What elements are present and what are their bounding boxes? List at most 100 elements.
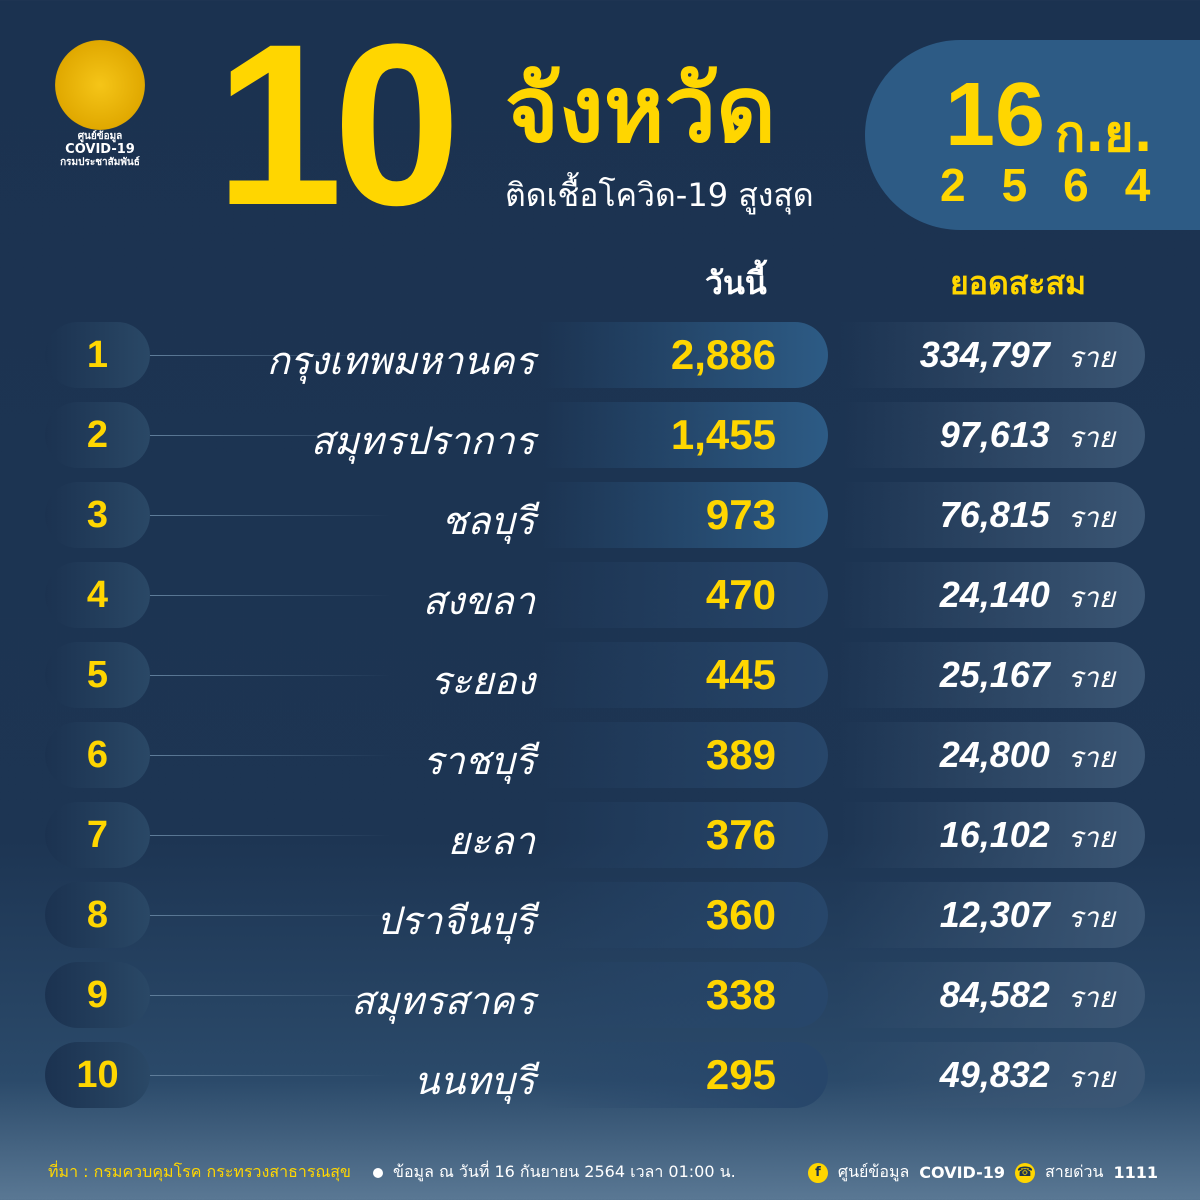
table-row: 2 สมุทรปราการ 1,455 97,613 ราย — [0, 402, 1200, 468]
headline-number: 10 — [215, 0, 461, 253]
today-cases: 389 — [540, 722, 828, 788]
date-year: 2564 — [940, 159, 1187, 211]
logo-line2: COVID-19 — [65, 142, 135, 157]
footer-hotline: 1111 — [1113, 1163, 1158, 1182]
unit-label: ราย — [1067, 981, 1115, 1014]
headline-title: จังหวัด — [505, 56, 776, 163]
total-cases-cell: 24,800 ราย — [840, 722, 1145, 788]
footer-source: ที่มา : กรมควบคุมโรค กระทรวงสาธารณสุข — [48, 1162, 351, 1181]
province-name: ชลบุรี — [441, 499, 535, 543]
unit-label: ราย — [1067, 421, 1115, 454]
province-name: นนทบุรี — [413, 1059, 535, 1103]
logo-line3: กรมประชาสัมพันธ์ — [60, 157, 140, 168]
total-cases-cell: 84,582 ราย — [840, 962, 1145, 1028]
province-name: สมุทรปราการ — [310, 419, 535, 463]
rank-badge: 5 — [45, 642, 150, 708]
date-month: ก.ย. — [1055, 105, 1153, 163]
unit-label: ราย — [1067, 581, 1115, 614]
phone-icon: ☎ — [1015, 1162, 1036, 1183]
footer-fb-bold: COVID-19 — [919, 1163, 1006, 1182]
date-box — [865, 40, 1200, 230]
total-cases: 25,167 — [939, 654, 1050, 695]
divider-line — [150, 755, 390, 756]
unit-label: ราย — [1067, 741, 1115, 774]
column-header-total: ยอดสะสม — [950, 264, 1087, 302]
headline-subtitle: ติดเชื้อโควิด-19 สูงสุด — [505, 176, 814, 214]
total-cases-cell: 24,140 ราย — [840, 562, 1145, 628]
rank-badge: 8 — [45, 882, 150, 948]
total-cases: 24,140 — [939, 574, 1050, 615]
column-header-today: วันนี้ — [705, 264, 767, 302]
divider-line — [150, 595, 390, 596]
total-cases-cell: 25,167 ราย — [840, 642, 1145, 708]
total-cases: 24,800 — [939, 734, 1050, 775]
today-cases: 360 — [540, 882, 828, 948]
rank-badge: 4 — [45, 562, 150, 628]
total-cases-cell: 97,613 ราย — [840, 402, 1145, 468]
divider-line — [150, 515, 390, 516]
total-cases-cell: 334,797 ราย — [840, 322, 1145, 388]
province-name: ปราจีนบุรี — [376, 899, 535, 943]
total-cases: 97,613 — [939, 414, 1050, 455]
date-day: 16 — [945, 65, 1046, 165]
logo-text: ศูนย์ข้อมูล COVID-19 กรมประชาสัมพันธ์ — [30, 130, 170, 169]
footer-asof: ข้อมูล ณ วันที่ 16 กันยายน 2564 เวลา 01:… — [393, 1162, 736, 1181]
total-cases: 76,815 — [939, 494, 1050, 535]
rank-badge: 10 — [45, 1042, 150, 1108]
divider-line — [150, 835, 390, 836]
rank-badge: 9 — [45, 962, 150, 1028]
table-row: 9 สมุทรสาคร 338 84,582 ราย — [0, 962, 1200, 1028]
today-cases: 338 — [540, 962, 828, 1028]
total-cases: 49,832 — [939, 1054, 1050, 1095]
table-row: 10 นนทบุรี 295 49,832 ราย — [0, 1042, 1200, 1108]
prd-seal-logo — [55, 40, 145, 130]
total-cases-cell: 12,307 ราย — [840, 882, 1145, 948]
footer-fb-label: ศูนย์ข้อมูล — [837, 1162, 910, 1181]
table-row: 1 กรุงเทพมหานคร 2,886 334,797 ราย — [0, 322, 1200, 388]
divider-line — [150, 995, 390, 996]
unit-label: ราย — [1067, 341, 1115, 374]
table-row: 3 ชลบุรี 973 76,815 ราย — [0, 482, 1200, 548]
rank-badge: 3 — [45, 482, 150, 548]
total-cases: 16,102 — [939, 814, 1050, 855]
divider-line — [150, 435, 390, 436]
today-cases: 295 — [540, 1042, 828, 1108]
rank-badge: 6 — [45, 722, 150, 788]
logo-line1: ศูนย์ข้อมูล — [77, 131, 123, 142]
province-name: ราชบุรี — [422, 739, 535, 783]
bullet-icon — [373, 1167, 383, 1178]
footer-hotline-label: สายด่วน — [1045, 1162, 1104, 1181]
total-cases-cell: 76,815 ราย — [840, 482, 1145, 548]
total-cases-cell: 16,102 ราย — [840, 802, 1145, 868]
facebook-icon: f — [807, 1162, 828, 1183]
rank-badge: 2 — [45, 402, 150, 468]
province-name: กรุงเทพมหานคร — [266, 339, 535, 383]
divider-line — [150, 355, 390, 356]
today-cases: 973 — [540, 482, 828, 548]
today-cases: 445 — [540, 642, 828, 708]
table-row: 6 ราชบุรี 389 24,800 ราย — [0, 722, 1200, 788]
province-name: ยะลา — [447, 819, 535, 863]
total-cases: 84,582 — [939, 974, 1050, 1015]
divider-line — [150, 915, 390, 916]
today-cases: 2,886 — [540, 322, 828, 388]
province-name: สมุทรสาคร — [350, 979, 535, 1023]
total-cases: 12,307 — [939, 894, 1050, 935]
footer: ที่มา : กรมควบคุมโรค กระทรวงสาธารณสุข ข้… — [48, 1160, 1158, 1185]
total-cases-cell: 49,832 ราย — [840, 1042, 1145, 1108]
today-cases: 1,455 — [540, 402, 828, 468]
unit-label: ราย — [1067, 661, 1115, 694]
today-cases: 376 — [540, 802, 828, 868]
total-cases: 334,797 — [919, 334, 1050, 375]
table-row: 5 ระยอง 445 25,167 ราย — [0, 642, 1200, 708]
rank-badge: 1 — [45, 322, 150, 388]
rank-badge: 7 — [45, 802, 150, 868]
unit-label: ราย — [1067, 1061, 1115, 1094]
table-row: 7 ยะลา 376 16,102 ราย — [0, 802, 1200, 868]
province-name: สงขลา — [422, 579, 535, 623]
today-cases: 470 — [540, 562, 828, 628]
divider-line — [150, 1075, 390, 1076]
table-row: 4 สงขลา 470 24,140 ราย — [0, 562, 1200, 628]
divider-line — [150, 675, 390, 676]
table-row: 8 ปราจีนบุรี 360 12,307 ราย — [0, 882, 1200, 948]
